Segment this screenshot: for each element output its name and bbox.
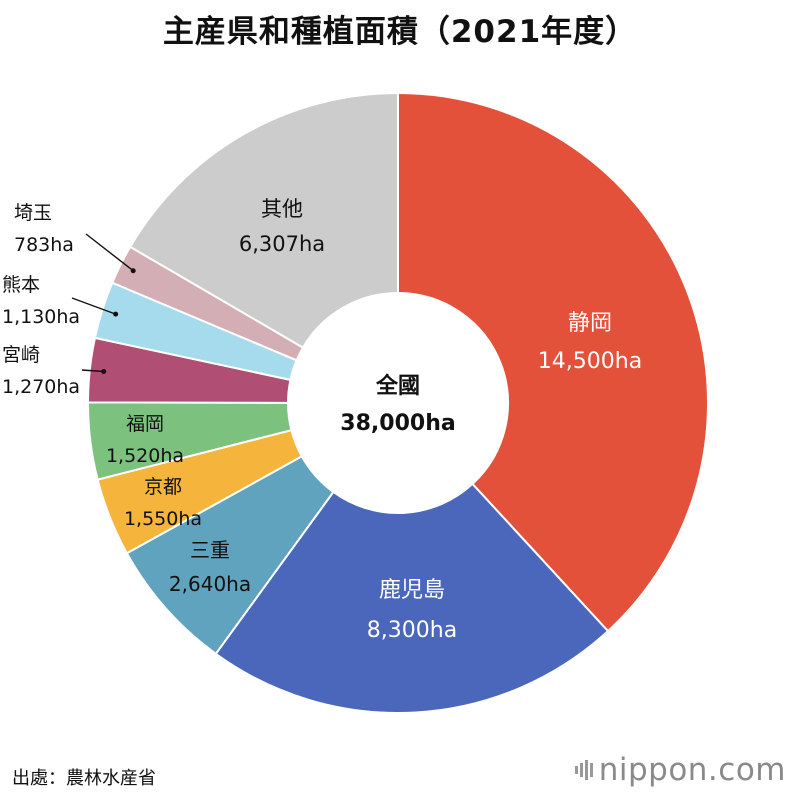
slice-name-三重: 三重 [190,538,230,562]
slice-name-静岡: 静岡 [568,311,612,336]
slice-labels: 静岡 14,500ha 鹿児島 8,300ha 三重 2,640ha 京都 1,550ha 福岡… [2,197,642,643]
slice-name-埼玉: 埼玉 [14,202,52,224]
slice-静岡 [397,91,709,633]
logo-bars-icon [574,760,593,780]
slice-value-其他: 6,307ha [239,232,325,256]
slice-name-其他: 其他 [261,197,303,221]
leader-埼玉 [85,233,134,272]
slice-value-福岡: 1,520ha [106,445,184,467]
slice-value-熊本: 1,130ha [2,306,80,328]
leader-宮崎 [81,369,104,373]
slice-value-埼玉: 783ha [14,234,74,256]
slice-value-京都: 1,550ha [124,508,202,530]
slice-name-鹿児島: 鹿児島 [379,578,445,603]
leader-lines [71,233,136,374]
center-label: 全國 [375,373,420,399]
slice-其他 [128,91,399,349]
slice-鹿児島 [214,482,610,714]
leader-熊本 [71,297,116,315]
slices-group [86,91,709,714]
slice-value-三重: 2,640ha [169,572,251,596]
slice-name-宮崎: 宮崎 [2,344,40,366]
leader-dot-埼玉 [130,268,136,274]
source-note: 出處：農林水産省 [12,768,156,789]
leader-dot-宮崎 [101,368,107,374]
slice-value-宮崎: 1,270ha [2,376,80,398]
center-value: 38,000ha [340,411,455,436]
logo-text: nippon.com [598,752,786,788]
chart-title: 主産県和種植面積（2021年度） [162,14,638,50]
slice-name-福岡: 福岡 [126,413,164,435]
slice-value-鹿児島: 8,300ha [367,618,457,643]
slice-name-熊本: 熊本 [2,274,40,296]
nippon-logo: nippon.com [574,750,786,790]
slice-value-静岡: 14,500ha [538,349,642,374]
slice-name-京都: 京都 [144,476,182,498]
leader-dot-熊本 [113,311,119,317]
